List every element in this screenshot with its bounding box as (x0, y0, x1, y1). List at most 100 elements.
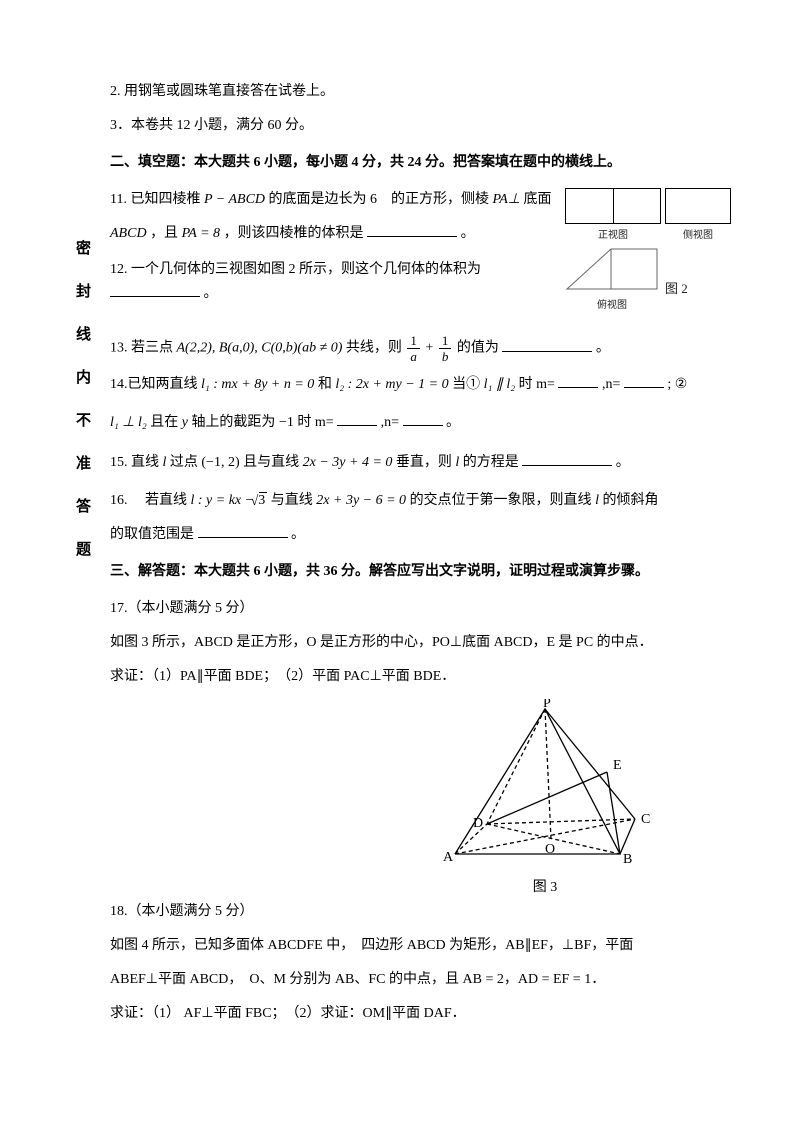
q11-pabcd: P − ABCD (204, 192, 265, 207)
q13-blank (502, 337, 592, 352)
q11-text-c: 底面 (524, 192, 552, 207)
q16-eqn: 2x + 3y − 6 = 0 (316, 493, 406, 508)
fig3-label-A: A (443, 850, 454, 865)
q11-period: 。 (461, 226, 475, 241)
q13-frac1-num: 1 (407, 334, 420, 349)
q15-b: 过点 (170, 455, 202, 470)
q15-e: 的方程是 (463, 455, 519, 470)
q11-abcd: ABCD (110, 226, 147, 241)
section-2-heading: 二、填空题：本大题共 6 小题，每小题 4 分，共 24 分。把答案填在题中的横… (110, 152, 740, 174)
q13-frac2-num: 1 (439, 334, 452, 349)
q15-l2: l (455, 455, 459, 470)
q16-sqrt3: 3 (259, 492, 268, 508)
q16-b: 与直线 (271, 493, 317, 508)
q14-l1: l₁ : mx + 8y + n = 0 (201, 377, 314, 392)
q14-b: 当① (452, 377, 484, 392)
q15-eqn: 2x − 3y + 4 = 0 (303, 455, 393, 470)
q14-e: ; ② (667, 377, 687, 392)
q14-line1: 14.已知两直线 l₁ : mx + 8y + n = 0 和 l₂ : 2x … (110, 373, 740, 397)
q11-text-a: 11. 已知四棱椎 (110, 192, 204, 207)
q16-l2t: 的取值范围是 (110, 527, 194, 542)
q14-blank-n1 (624, 373, 664, 388)
q15-blank (522, 451, 612, 466)
q16-l: l : y = kx − (191, 493, 258, 508)
fig3-label-E: E (613, 758, 622, 773)
q14-period: 。 (446, 415, 460, 430)
q12-blank (110, 282, 200, 297)
q16-a: 16. 若直线 (110, 493, 191, 508)
section-3-heading: 三、解答题：本大题共 6 小题，共 36 分。解答应写出文字说明，证明过程或演算… (110, 561, 740, 583)
q16-d: 的倾斜角 (602, 493, 658, 508)
q14-perp: l₁ ⊥ l₂ (110, 415, 147, 430)
q14-l2b: 且在 (150, 415, 182, 430)
q12-text: 12. 一个几何体的三视图如图 2 所示，则这个几何体的体积为 (110, 262, 481, 277)
q14-d: ,n= (602, 377, 620, 392)
q16-blank (198, 523, 288, 538)
q18-l1: 如图 4 所示，已知多面体 ABCDFE 中， 四边形 ABCD 为矩形，AB∥… (110, 934, 740, 958)
figure-3: P A B C D E O 图 3 (350, 699, 740, 896)
q18-l3: 求证：（1） AF⊥平面 FBC； （2）求证：OM∥平面 DAF． (110, 1002, 740, 1026)
q11-l2b: ，且 (150, 226, 182, 241)
q14-c: 时 m= (519, 377, 555, 392)
fig3-label-O: O (545, 842, 555, 857)
fig2-top-label: 俯视图 (565, 296, 659, 311)
q13-pts: A(2,2), B(a,0), C(0,b)(ab ≠ 0) (177, 341, 343, 356)
q13-period: 。 (596, 341, 610, 356)
q17-title: 17.（本小题满分 5 分） (110, 597, 740, 621)
q15: 15. 直线 l 过点 (−1, 2) 且与直线 2x − 3y + 4 = 0… (110, 451, 740, 475)
q15-d: 垂直，则 (396, 455, 456, 470)
q13-frac2: 1b (439, 334, 452, 363)
fig3-label-B: B (623, 852, 632, 867)
fig2-caption: 图 2 (665, 278, 688, 311)
q13-b: 共线，则 (346, 341, 406, 356)
fig2-top-view-icon (565, 241, 659, 291)
q14-a: 14.已知两直线 (110, 377, 198, 392)
q11-l2c: ，则该四棱椎的体积是 (224, 226, 364, 241)
q14-neg1: −1 (279, 415, 294, 430)
q14-y: y (182, 415, 188, 430)
q15-l: l (163, 455, 167, 470)
figure-3-caption: 图 3 (350, 876, 740, 896)
figure-2-three-views: 正视图 侧视图 俯视图 图 2 (565, 188, 740, 311)
q11-blank (367, 222, 457, 237)
q14-blank-m1 (558, 373, 598, 388)
q14-l2: l₂ : 2x + my − 1 = 0 (335, 377, 448, 392)
q13-a: 13. 若三点 (110, 341, 177, 356)
margin-do-not-answer: 密封线内不准答题 (72, 240, 93, 584)
fig3-label-D: D (473, 816, 483, 831)
q11-pa8: PA = 8 (182, 226, 221, 241)
q12-period: 。 (204, 286, 218, 301)
q11-text-b: 的底面是边长为 6 的正方形，侧棱 (269, 192, 493, 207)
q13: 13. 若三点 A(2,2), B(a,0), C(0,b)(ab ≠ 0) 共… (110, 334, 740, 363)
q18-title: 18.（本小题满分 5 分） (110, 900, 740, 924)
q16-c: 的交点位于第一象限，则直线 (410, 493, 596, 508)
q17-l2: 求证：（1）PA∥平面 BDE； （2）平面 PAC⊥平面 BDE． (110, 665, 740, 689)
q16-line2: 的取值范围是 。 (110, 523, 740, 547)
fig3-label-P: P (543, 699, 551, 711)
q13-frac1-den: a (407, 349, 420, 363)
fig2-side-label: 侧视图 (665, 226, 731, 241)
fig3-label-C: C (641, 812, 650, 827)
q14-and: 和 (318, 377, 332, 392)
q11-pa-perp: PA⊥ (493, 192, 521, 207)
q14-par: l₁ ∥ l₂ (484, 377, 516, 392)
q14-l2c: 轴上的截距为 (191, 415, 279, 430)
q14-blank-n2 (403, 411, 443, 426)
instruction-3: 3．本卷共 12 小题，满分 60 分。 (110, 114, 740, 138)
figure-3-svg: P A B C D E O (425, 699, 665, 869)
q13-c: 的值为 (457, 341, 499, 356)
q17-l1: 如图 3 所示，ABCD 是正方形，O 是正方形的中心，PO⊥底面 ABCD，E… (110, 631, 740, 655)
q13-frac1: 1a (407, 334, 420, 363)
q14-blank-m2 (337, 411, 377, 426)
q14-l2e: ,n= (381, 415, 399, 430)
q13-plus: + (425, 341, 436, 356)
fig2-front-label: 正视图 (565, 226, 661, 241)
q14-line2: l₁ ⊥ l₂ 且在 y 轴上的截距为 −1 时 m= ,n= 。 (110, 411, 740, 435)
q16-line1: 16. 若直线 l : y = kx − 3 与直线 2x + 3y − 6 =… (110, 489, 740, 513)
q13-frac2-den: b (439, 349, 452, 363)
q15-period: 。 (616, 455, 630, 470)
q16-period: 。 (291, 527, 305, 542)
q15-pt: (−1, 2) (201, 455, 239, 470)
q18-l2: ABEF⊥平面 ABCD， O、M 分别为 AB、FC 的中点，且 AB = 2… (110, 968, 740, 992)
q15-a: 15. 直线 (110, 455, 163, 470)
